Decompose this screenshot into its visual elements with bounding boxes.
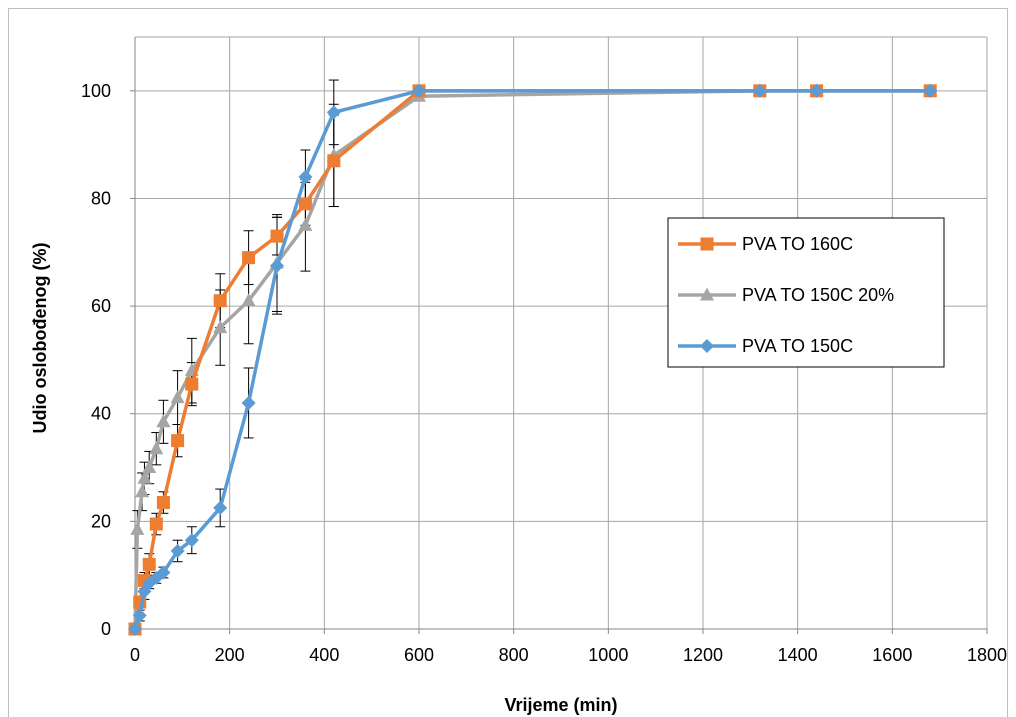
x-tick-label: 1800	[967, 645, 1007, 665]
x-tick-label: 800	[499, 645, 529, 665]
data-point	[130, 521, 145, 535]
y-tick-label: 0	[101, 619, 111, 639]
legend-swatch-marker	[700, 339, 714, 353]
data-point	[184, 533, 199, 548]
data-point	[242, 251, 256, 265]
legend-label: PVA TO 150C 20%	[742, 285, 894, 305]
data-point	[170, 390, 185, 404]
y-tick-label: 60	[91, 296, 111, 316]
data-point	[185, 377, 199, 391]
data-point	[213, 294, 227, 308]
x-tick-label: 600	[404, 645, 434, 665]
x-tick-label: 1400	[778, 645, 818, 665]
data-point	[149, 441, 164, 455]
x-tick-label: 0	[130, 645, 140, 665]
data-point	[270, 258, 284, 273]
data-point	[241, 293, 256, 307]
data-point	[809, 83, 824, 98]
x-tick-label: 400	[309, 645, 339, 665]
data-point	[128, 622, 142, 636]
data-point	[142, 460, 157, 474]
legend-label: PVA TO 150C	[742, 336, 853, 356]
legend-swatch-marker	[700, 237, 714, 251]
data-point	[327, 154, 341, 168]
x-tick-label: 1600	[872, 645, 912, 665]
data-point	[170, 543, 185, 558]
legend-swatch-marker	[700, 287, 714, 301]
data-point	[752, 83, 767, 98]
data-point	[412, 83, 426, 98]
data-point	[241, 395, 256, 410]
x-tick-label: 1200	[683, 645, 723, 665]
data-point	[149, 517, 163, 531]
data-point	[298, 197, 312, 211]
y-tick-label: 100	[81, 81, 111, 101]
legend-label: PVA TO 160C	[742, 234, 853, 254]
legend-layer: PVA TO 160C PVA TO 150C 20% PVA TO 150C	[667, 217, 945, 368]
y-tick-label: 40	[91, 404, 111, 424]
series-layer	[128, 79, 938, 636]
data-point	[213, 320, 228, 334]
x-tick-label: 1000	[588, 645, 628, 665]
data-point	[923, 83, 938, 98]
data-point	[132, 608, 147, 623]
chart-frame	[8, 8, 1008, 717]
data-point	[326, 105, 341, 120]
data-point	[137, 470, 152, 484]
x-axis-title: Vrijeme (min)	[504, 695, 617, 715]
data-point	[298, 169, 313, 184]
data-point	[142, 557, 156, 571]
y-axis-title: Udio oslobođenog (%)	[30, 243, 50, 434]
data-point	[213, 500, 228, 515]
y-tick-label: 80	[91, 188, 111, 208]
data-point	[156, 565, 171, 580]
data-point	[156, 414, 171, 428]
data-point	[270, 229, 284, 243]
data-point	[298, 217, 313, 231]
y-tick-label: 20	[91, 511, 111, 531]
data-point	[171, 434, 185, 448]
data-point	[135, 484, 150, 498]
data-point	[156, 496, 170, 510]
axes-layer: 0 200 400 600 800 1000 1200 1400 1600 1800 0 20 40 60…	[81, 37, 1007, 665]
x-tick-label: 200	[215, 645, 245, 665]
